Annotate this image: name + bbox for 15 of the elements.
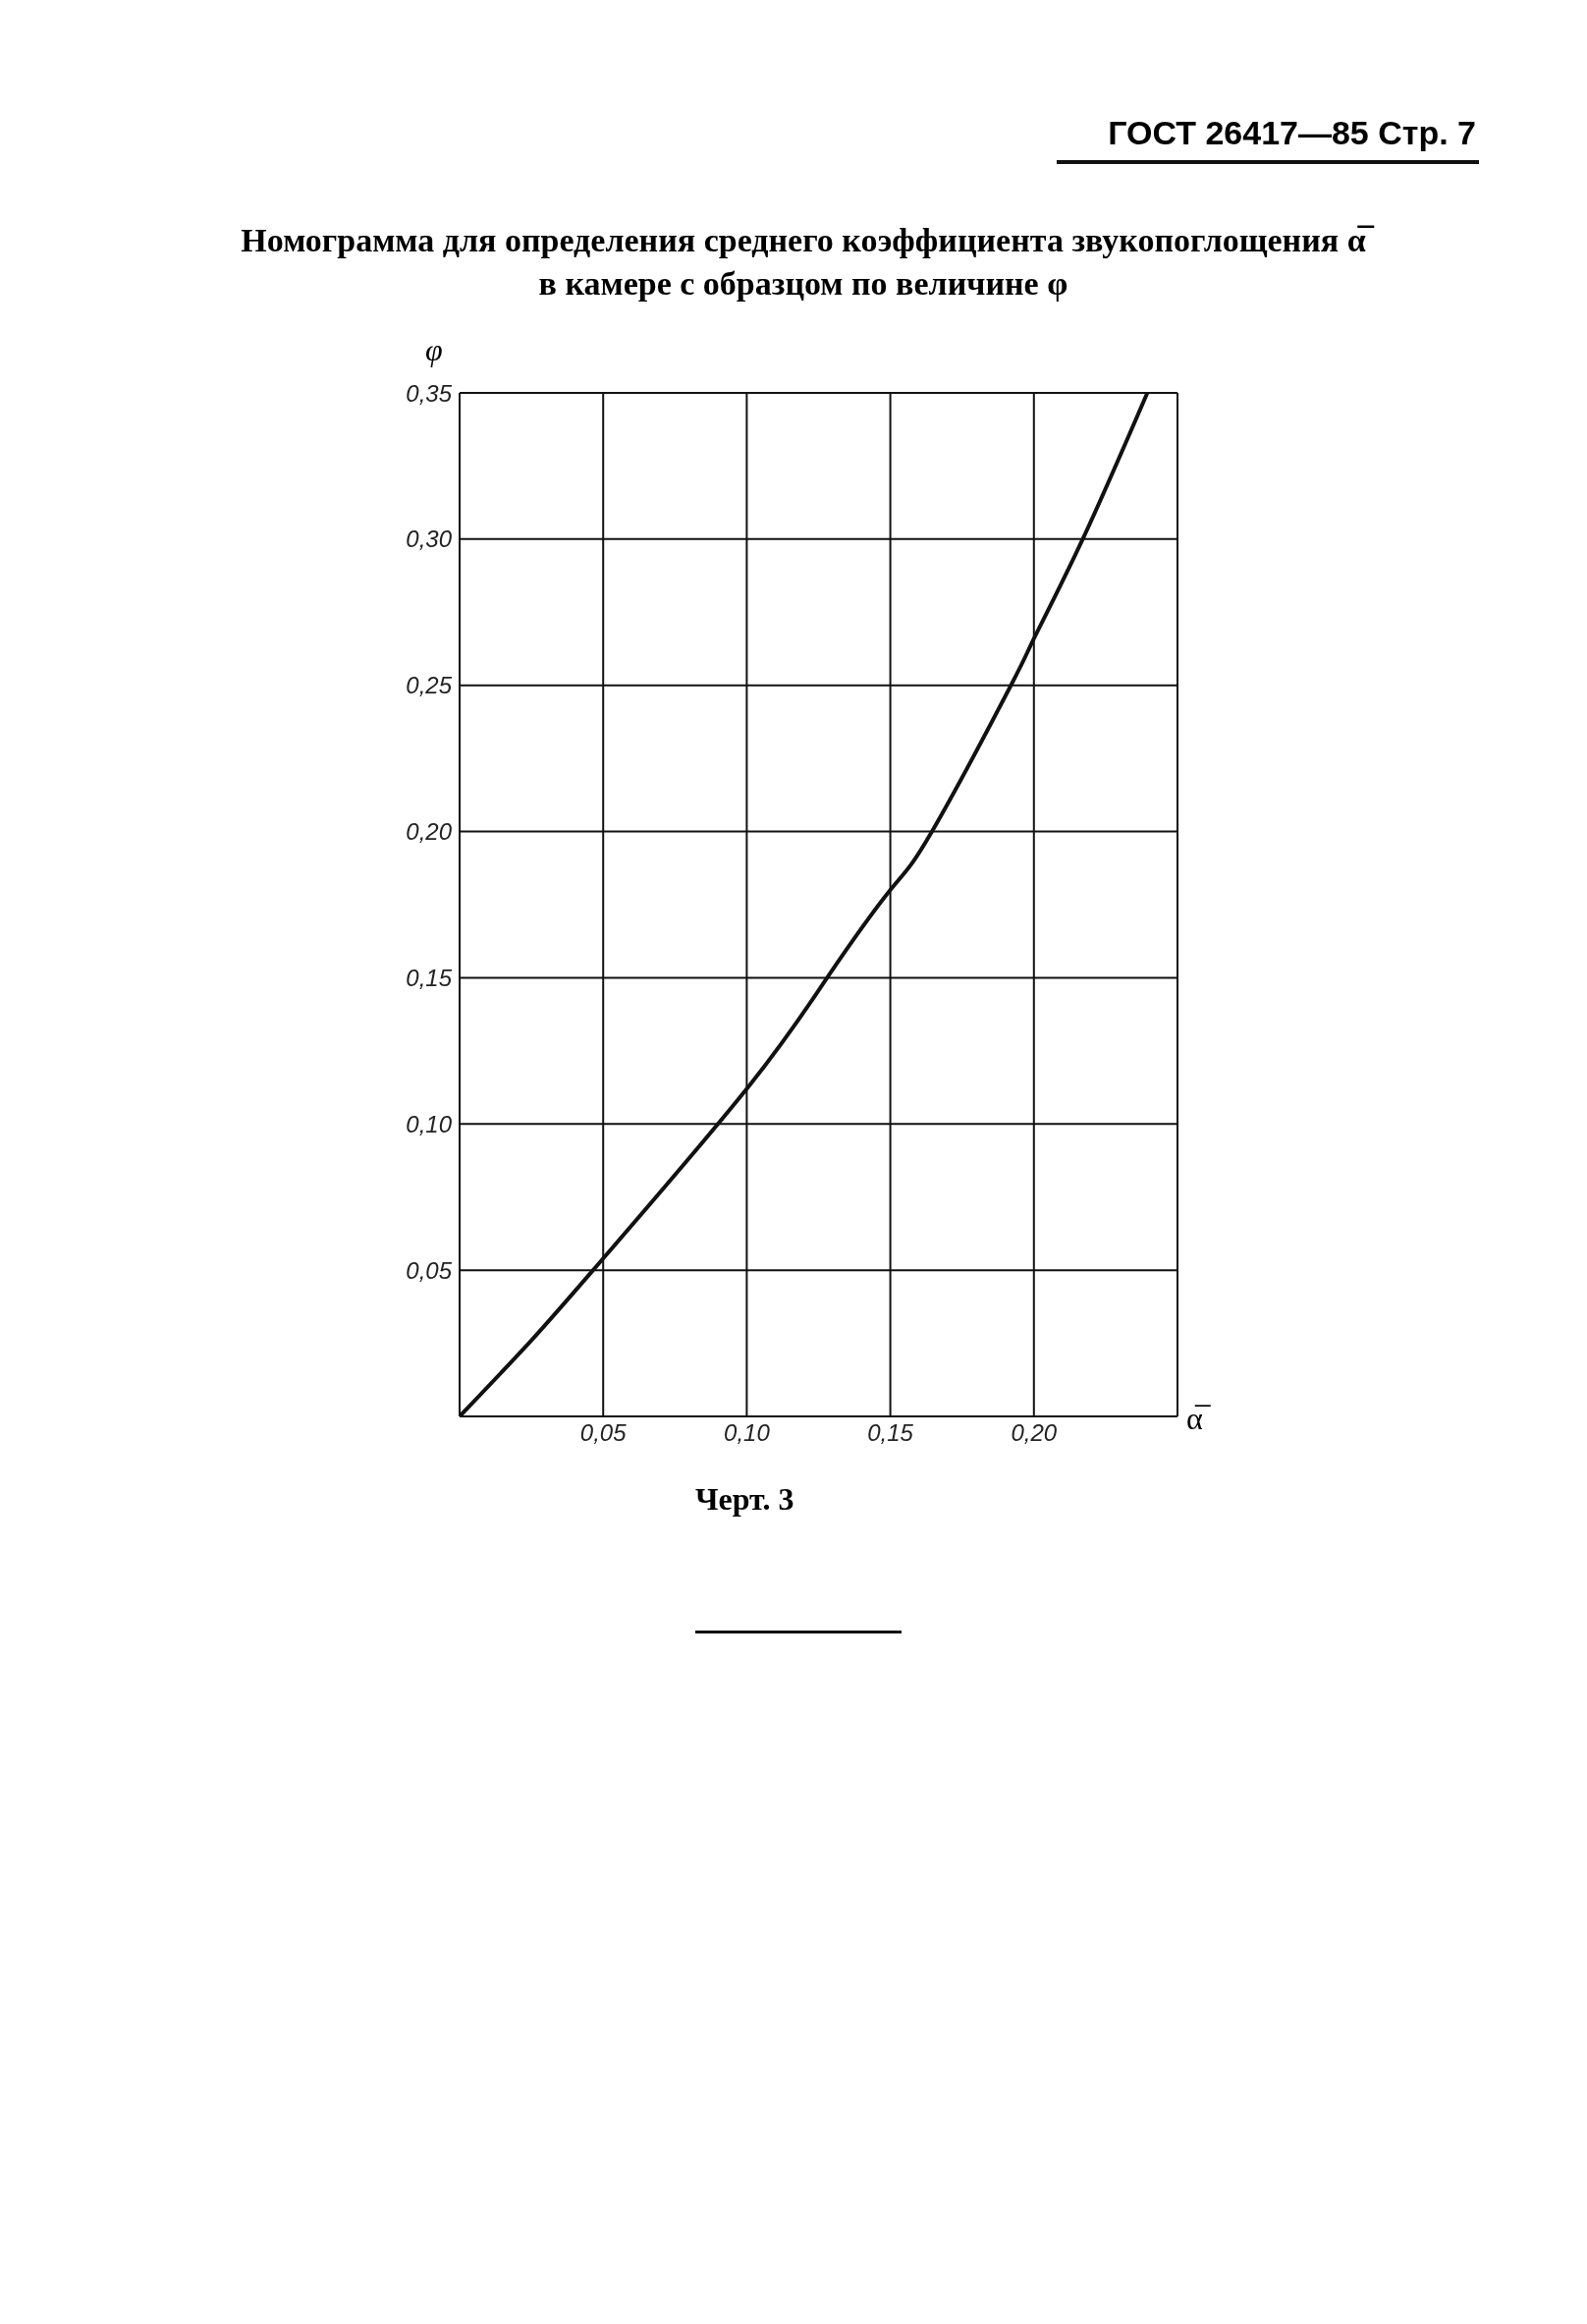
chart-title: Номограмма для определения среднего коэффициента звукопоглощения α̅ в камере с образцом по величине φ xyxy=(240,221,1376,304)
text: Черт. 3 xyxy=(695,1481,794,1518)
y-tick-label: 0,20 xyxy=(406,818,453,846)
y-axis-title: φ xyxy=(425,332,443,368)
y-tick-label: 0,35 xyxy=(406,379,453,407)
x-tick-label: 0,20 xyxy=(1011,1419,1058,1447)
y-tick-label: 0,25 xyxy=(406,672,453,699)
y-tick-label: 0,15 xyxy=(406,964,453,991)
y-tick-label: 0,30 xyxy=(406,526,453,553)
y-tick-label: 0,10 xyxy=(406,1110,453,1137)
x-tick-label: 0,05 xyxy=(579,1419,628,1447)
y-tick-label: 0,05 xyxy=(406,1256,453,1284)
text: ГОСТ 26417—85 Стр. 7 xyxy=(1108,114,1476,152)
x-tick-label: 0,15 xyxy=(867,1419,914,1447)
x-tick-label: 0,10 xyxy=(724,1419,771,1447)
